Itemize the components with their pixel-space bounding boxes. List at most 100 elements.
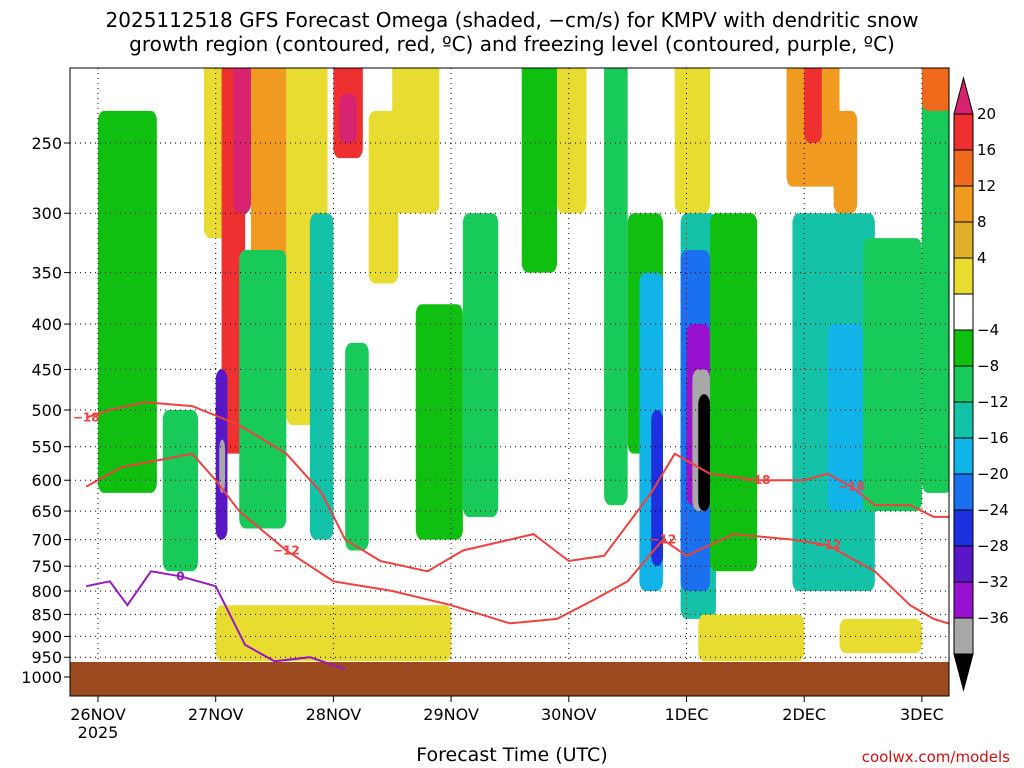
- omega-cell: [921, 68, 949, 111]
- omega-cell: [368, 110, 399, 284]
- y-tick-label: 800: [31, 582, 62, 601]
- colorbar-label: −12: [977, 393, 1009, 411]
- y-tick-label: 850: [31, 605, 62, 624]
- omega-cell: [804, 68, 822, 143]
- omega-cell: [162, 410, 199, 572]
- colorbar-segment: [953, 473, 974, 511]
- omega-cell: [309, 213, 334, 540]
- omega-cell: [521, 68, 558, 273]
- omega-shading: [98, 68, 949, 662]
- title-line-1: 2025112518 GFS Forecast Omega (shaded, −…: [105, 8, 919, 32]
- y-tick-label: 350: [31, 264, 62, 283]
- omega-cell: [462, 213, 499, 517]
- colorbar-segment: [953, 653, 974, 692]
- y-tick-label: 900: [31, 627, 62, 646]
- y-tick-label: 650: [31, 502, 62, 521]
- x-tick-label: 26NOV: [70, 705, 126, 724]
- colorbar-segment: [953, 221, 974, 259]
- x-tick-label: 2DEC: [782, 705, 826, 724]
- colorbar-label: −28: [977, 537, 1009, 555]
- y-tick-label: 950: [31, 648, 62, 667]
- dgz-contour-minus12-label: −12: [650, 533, 677, 547]
- colorbar-label: 4: [977, 249, 987, 267]
- x-axis: 26NOV 27NOV 28NOV 29NOV 30NOV 1DEC 2DEC 3DEC 202…: [70, 696, 944, 742]
- omega-cell: [392, 68, 440, 214]
- colorbar-segment: [953, 329, 974, 367]
- colorbar-label: −32: [977, 573, 1009, 591]
- colorbar-label: 20: [977, 105, 996, 123]
- y-tick-label: 750: [31, 557, 62, 576]
- dgz-contour-minus12-label: −12: [814, 538, 841, 552]
- omega-cell: [710, 213, 758, 572]
- colorbar-segment: [953, 509, 974, 547]
- colorbar-label: −24: [977, 501, 1009, 519]
- y-tick-label: 450: [31, 360, 62, 379]
- y-tick-label: 400: [31, 315, 62, 334]
- omega-cell: [339, 93, 357, 143]
- y-tick-label: 250: [31, 134, 62, 153]
- colorbar-segment: [953, 617, 974, 655]
- omega-cell: [833, 110, 858, 214]
- omega-cell: [239, 249, 287, 529]
- ground-surface: [70, 662, 949, 696]
- colorbar-segment: [953, 76, 974, 115]
- colorbar-label: 16: [977, 141, 996, 159]
- omega-cell: [604, 68, 628, 506]
- contour-lines: −18 −18 −18 −12 −12 −12 0: [73, 401, 949, 671]
- y-tick-label: 550: [31, 438, 62, 457]
- dgz-contour-minus18-label: −18: [73, 411, 100, 425]
- omega-cell: [698, 394, 711, 512]
- freezing-level-contour: [85, 570, 346, 671]
- colorbar-label: −36: [977, 609, 1009, 627]
- omega-cell: [219, 439, 226, 493]
- colorbar-segment: [953, 437, 974, 475]
- dgz-contour-minus18-label: −18: [744, 473, 771, 487]
- omega-cell: [651, 410, 663, 567]
- colorbar-segment: [953, 581, 974, 619]
- y-tick-label: 1000: [21, 668, 62, 687]
- plot-frame: [69, 67, 950, 697]
- dgz-contour-minus12: [85, 452, 949, 625]
- x-tick-label: 3DEC: [900, 705, 944, 724]
- colorbar-segment: [953, 365, 974, 403]
- dgz-contour-minus18-label: −18: [838, 480, 865, 494]
- colorbar-label: −8: [977, 357, 999, 375]
- colorbar-segment: [953, 113, 974, 151]
- colorbar-segment: [953, 293, 974, 331]
- colorbar: 20 16 12 8 4 −4 −8 −12 −16 −20 −24 −28 −32 −36: [953, 76, 1009, 692]
- colorbar-segment: [953, 257, 974, 295]
- colorbar-label: 8: [977, 213, 987, 231]
- x-tick-label: 1DEC: [665, 705, 709, 724]
- colorbar-segment: [953, 149, 974, 187]
- omega-cell: [698, 614, 805, 662]
- page-title: 2025112518 GFS Forecast Omega (shaded, −…: [0, 8, 1024, 56]
- colorbar-segment: [953, 545, 974, 583]
- omega-cell: [674, 68, 711, 214]
- y-tick-label: 700: [31, 531, 62, 550]
- omega-cell: [921, 93, 949, 493]
- colorbar-label: 12: [977, 177, 996, 195]
- omega-cell: [827, 324, 864, 512]
- omega-cell: [557, 68, 587, 214]
- title-line-2: growth region (contoured, red, ºC) and f…: [129, 32, 895, 56]
- y-tick-label: 500: [31, 401, 62, 420]
- omega-cell: [98, 110, 157, 493]
- x-year-label: 2025: [78, 723, 119, 742]
- credit-text: coolwx.com/models: [861, 748, 1010, 766]
- x-axis-title: Forecast Time (UTC): [416, 744, 608, 766]
- y-tick-label: 300: [31, 204, 62, 223]
- omega-cell: [415, 304, 463, 540]
- omega-cell: [345, 342, 369, 551]
- colorbar-label: −4: [977, 321, 999, 339]
- x-tick-label: 30NOV: [541, 705, 597, 724]
- omega-cell: [233, 68, 252, 214]
- dgz-contour-minus12-label: −12: [273, 543, 300, 557]
- dgz-contour-minus18: [85, 401, 949, 573]
- colorbar-segment: [953, 401, 974, 439]
- x-tick-label: 28NOV: [306, 705, 362, 724]
- y-axis: 250 300 350 400 450 500 550 600 650 700 750 800 850 9…: [21, 134, 70, 687]
- colorbar-label: −20: [977, 465, 1009, 483]
- freezing-level-contour-label: 0: [176, 569, 184, 583]
- x-tick-label: 27NOV: [188, 705, 244, 724]
